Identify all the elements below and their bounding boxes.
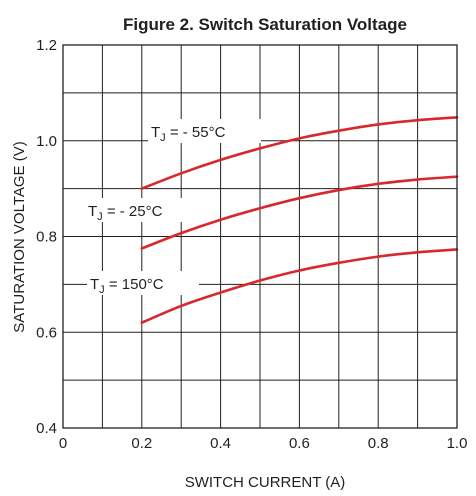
- y-tick-label: 1.0: [36, 133, 57, 150]
- series-line-1: [140, 115, 459, 190]
- series-labels: TJ = - 55°C TJ = - 25°C TJ = 150°C: [85, 119, 261, 296]
- y-tick-label: 0.8: [36, 229, 57, 246]
- tick-labels: 0 0.2 0.4 0.6 0.8 1.0 0.4 0.6 0.8 1.0 1.2: [36, 37, 467, 452]
- x-tick-label: 0.6: [289, 435, 310, 452]
- series-curves: [140, 115, 459, 324]
- series-line-2: [140, 175, 459, 250]
- x-axis-label: SWITCH CURRENT (A): [185, 474, 346, 491]
- series-label-1: TJ = - 55°C: [151, 124, 226, 144]
- series-label-2: TJ = - 25°C: [88, 203, 163, 223]
- y-axis-label: SATURATION VOLTAGE (V): [11, 141, 28, 332]
- y-tick-label: 0.4: [36, 420, 57, 437]
- plot-grid: [63, 45, 457, 428]
- x-tick-label: 0.2: [131, 435, 152, 452]
- y-tick-label: 0.6: [36, 324, 57, 341]
- x-tick-label: 0.4: [210, 435, 231, 452]
- y-tick-label: 1.2: [36, 37, 57, 54]
- series-label-3: TJ = 150°C: [90, 276, 164, 296]
- x-tick-label: 0.8: [368, 435, 389, 452]
- series-line-3: [140, 248, 459, 324]
- plot-frame: [62, 44, 458, 429]
- x-tick-label: 1.0: [447, 435, 468, 452]
- x-tick-label: 0: [59, 435, 67, 452]
- series-label-background: [148, 119, 261, 143]
- chart-title: Figure 2. Switch Saturation Voltage: [123, 15, 407, 34]
- series-label-background: [87, 271, 199, 295]
- series-label-background: [85, 198, 198, 222]
